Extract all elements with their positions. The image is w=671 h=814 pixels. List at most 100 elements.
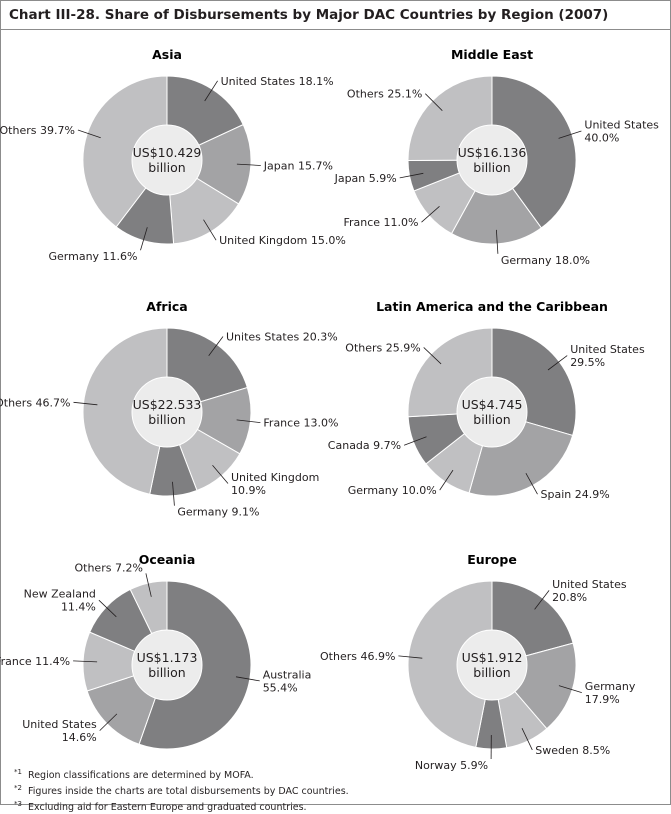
slice-label-line: France 13.0% bbox=[263, 417, 338, 430]
center-total-line: billion bbox=[473, 412, 510, 427]
slice-label-line: Others 39.7% bbox=[0, 124, 75, 137]
slice-label-line: Japan 5.9% bbox=[334, 172, 397, 185]
slice-label-line: United States bbox=[22, 718, 97, 731]
slice-label-line: Others 7.2% bbox=[74, 561, 142, 574]
slice-label-line: Germany bbox=[585, 680, 636, 693]
footnote-text: Figures inside the charts are total disb… bbox=[28, 786, 349, 797]
slice-label: Others 46.7% bbox=[0, 396, 71, 409]
slice-label: United Kingdom 15.0% bbox=[219, 234, 346, 247]
slice-label: Sweden 8.5% bbox=[535, 744, 610, 757]
center-total-line: US$4.745 bbox=[462, 397, 523, 412]
slice-label-line: Australia bbox=[263, 668, 312, 681]
slice-label: France 11.0% bbox=[343, 216, 418, 229]
footnote: *1 Region classifications are determined… bbox=[14, 766, 349, 782]
slice-label: Germany 11.6% bbox=[49, 250, 138, 263]
slice-label: Others 25.1% bbox=[347, 88, 422, 101]
footnote-mark: *2 bbox=[14, 784, 22, 792]
slice-label-line: United States bbox=[584, 119, 659, 132]
page-title: Chart III-28. Share of Disbursements by … bbox=[9, 7, 608, 23]
footnote: *3 Excluding aid for Eastern Europe and … bbox=[14, 798, 349, 814]
slice-label: Unites States 20.3% bbox=[226, 331, 338, 344]
slice-label-line: 14.6% bbox=[62, 731, 97, 744]
slice-label: Others 46.9% bbox=[320, 650, 395, 663]
slice-label: France 13.0% bbox=[263, 417, 338, 430]
slice-label: France 11.4% bbox=[0, 655, 70, 668]
slice-label: Canada 9.7% bbox=[328, 439, 401, 452]
slice-label: Others 39.7% bbox=[0, 124, 75, 137]
chart-title: Oceania bbox=[139, 552, 196, 567]
slice-label-line: Others 25.9% bbox=[345, 341, 420, 354]
slice-label-line: France 11.4% bbox=[0, 655, 70, 668]
slice-label: Japan 15.7% bbox=[263, 160, 333, 173]
slice-label-line: United States bbox=[570, 343, 645, 356]
footnotes: *1 Region classifications are determined… bbox=[14, 766, 349, 814]
center-total-line: billion bbox=[473, 665, 510, 680]
slice-label: Germany 9.1% bbox=[177, 506, 259, 519]
center-total-line: US$22.533 bbox=[133, 397, 202, 412]
footnote-mark: *1 bbox=[14, 768, 22, 776]
slice-label-line: 20.8% bbox=[552, 591, 587, 604]
slice-label: Japan 5.9% bbox=[334, 172, 397, 185]
footnote-text: Excluding aid for Eastern Europe and gra… bbox=[28, 802, 307, 813]
slice-label-line: 40.0% bbox=[584, 132, 619, 145]
slice-label: United States 18.1% bbox=[221, 75, 334, 88]
chart-title: Latin America and the Caribbean bbox=[376, 299, 608, 314]
chart-title: Middle East bbox=[451, 47, 533, 62]
center-total-line: billion bbox=[473, 160, 510, 175]
footnote-mark: *3 bbox=[14, 800, 22, 808]
title-bar: Chart III-28. Share of Disbursements by … bbox=[1, 1, 670, 30]
slice-label-line: Japan 15.7% bbox=[263, 160, 333, 173]
slice-label-line: Germany 9.1% bbox=[177, 506, 259, 519]
slice-label-line: 29.5% bbox=[570, 356, 605, 369]
slice-label-line: Others 46.9% bbox=[320, 650, 395, 663]
center-total-line: billion bbox=[148, 160, 185, 175]
slice-label-line: Norway 5.9% bbox=[415, 759, 488, 772]
slice-label-line: United States 18.1% bbox=[221, 75, 334, 88]
slice-label-line: 10.9% bbox=[231, 484, 266, 497]
center-total-line: billion bbox=[148, 412, 185, 427]
slice-label: Others 7.2% bbox=[74, 561, 142, 574]
slice-label-line: Others 46.7% bbox=[0, 396, 71, 409]
chart-title: Africa bbox=[146, 299, 187, 314]
chart-title: Asia bbox=[152, 47, 182, 62]
slice-label-line: 11.4% bbox=[61, 601, 96, 614]
slice-label: Germany 18.0% bbox=[501, 254, 590, 267]
center-total-line: US$10.429 bbox=[133, 145, 202, 160]
center-total-line: US$16.136 bbox=[458, 145, 527, 160]
slice-label-line: Sweden 8.5% bbox=[535, 744, 610, 757]
slice-label-line: United Kingdom 15.0% bbox=[219, 234, 346, 247]
slice-label-line: Unites States 20.3% bbox=[226, 331, 338, 344]
slice-label-line: 55.4% bbox=[263, 681, 298, 694]
chart-panel-latin-america: Latin America and the Caribbean United St… bbox=[355, 292, 655, 507]
footnote-text: Region classifications are determined by… bbox=[28, 770, 254, 781]
slice-label-line: New Zealand bbox=[24, 588, 96, 601]
slice-label-line: Germany 18.0% bbox=[501, 254, 590, 267]
slice-label-line: Spain 24.9% bbox=[541, 488, 610, 501]
slice-label-line: United States bbox=[552, 578, 627, 591]
slice-label-line: Germany 10.0% bbox=[348, 484, 437, 497]
slice-label: Germany 10.0% bbox=[348, 484, 437, 497]
slice-label-line: Germany 11.6% bbox=[49, 250, 138, 263]
pie-chart-latin-america: Latin America and the Caribbean United St… bbox=[355, 292, 655, 507]
slice-label-line: 17.9% bbox=[585, 693, 620, 706]
slice-label: Spain 24.9% bbox=[541, 488, 610, 501]
slice-label: Norway 5.9% bbox=[415, 759, 488, 772]
slice-label-line: United Kingdom bbox=[231, 471, 319, 484]
slice-label-line: Others 25.1% bbox=[347, 88, 422, 101]
